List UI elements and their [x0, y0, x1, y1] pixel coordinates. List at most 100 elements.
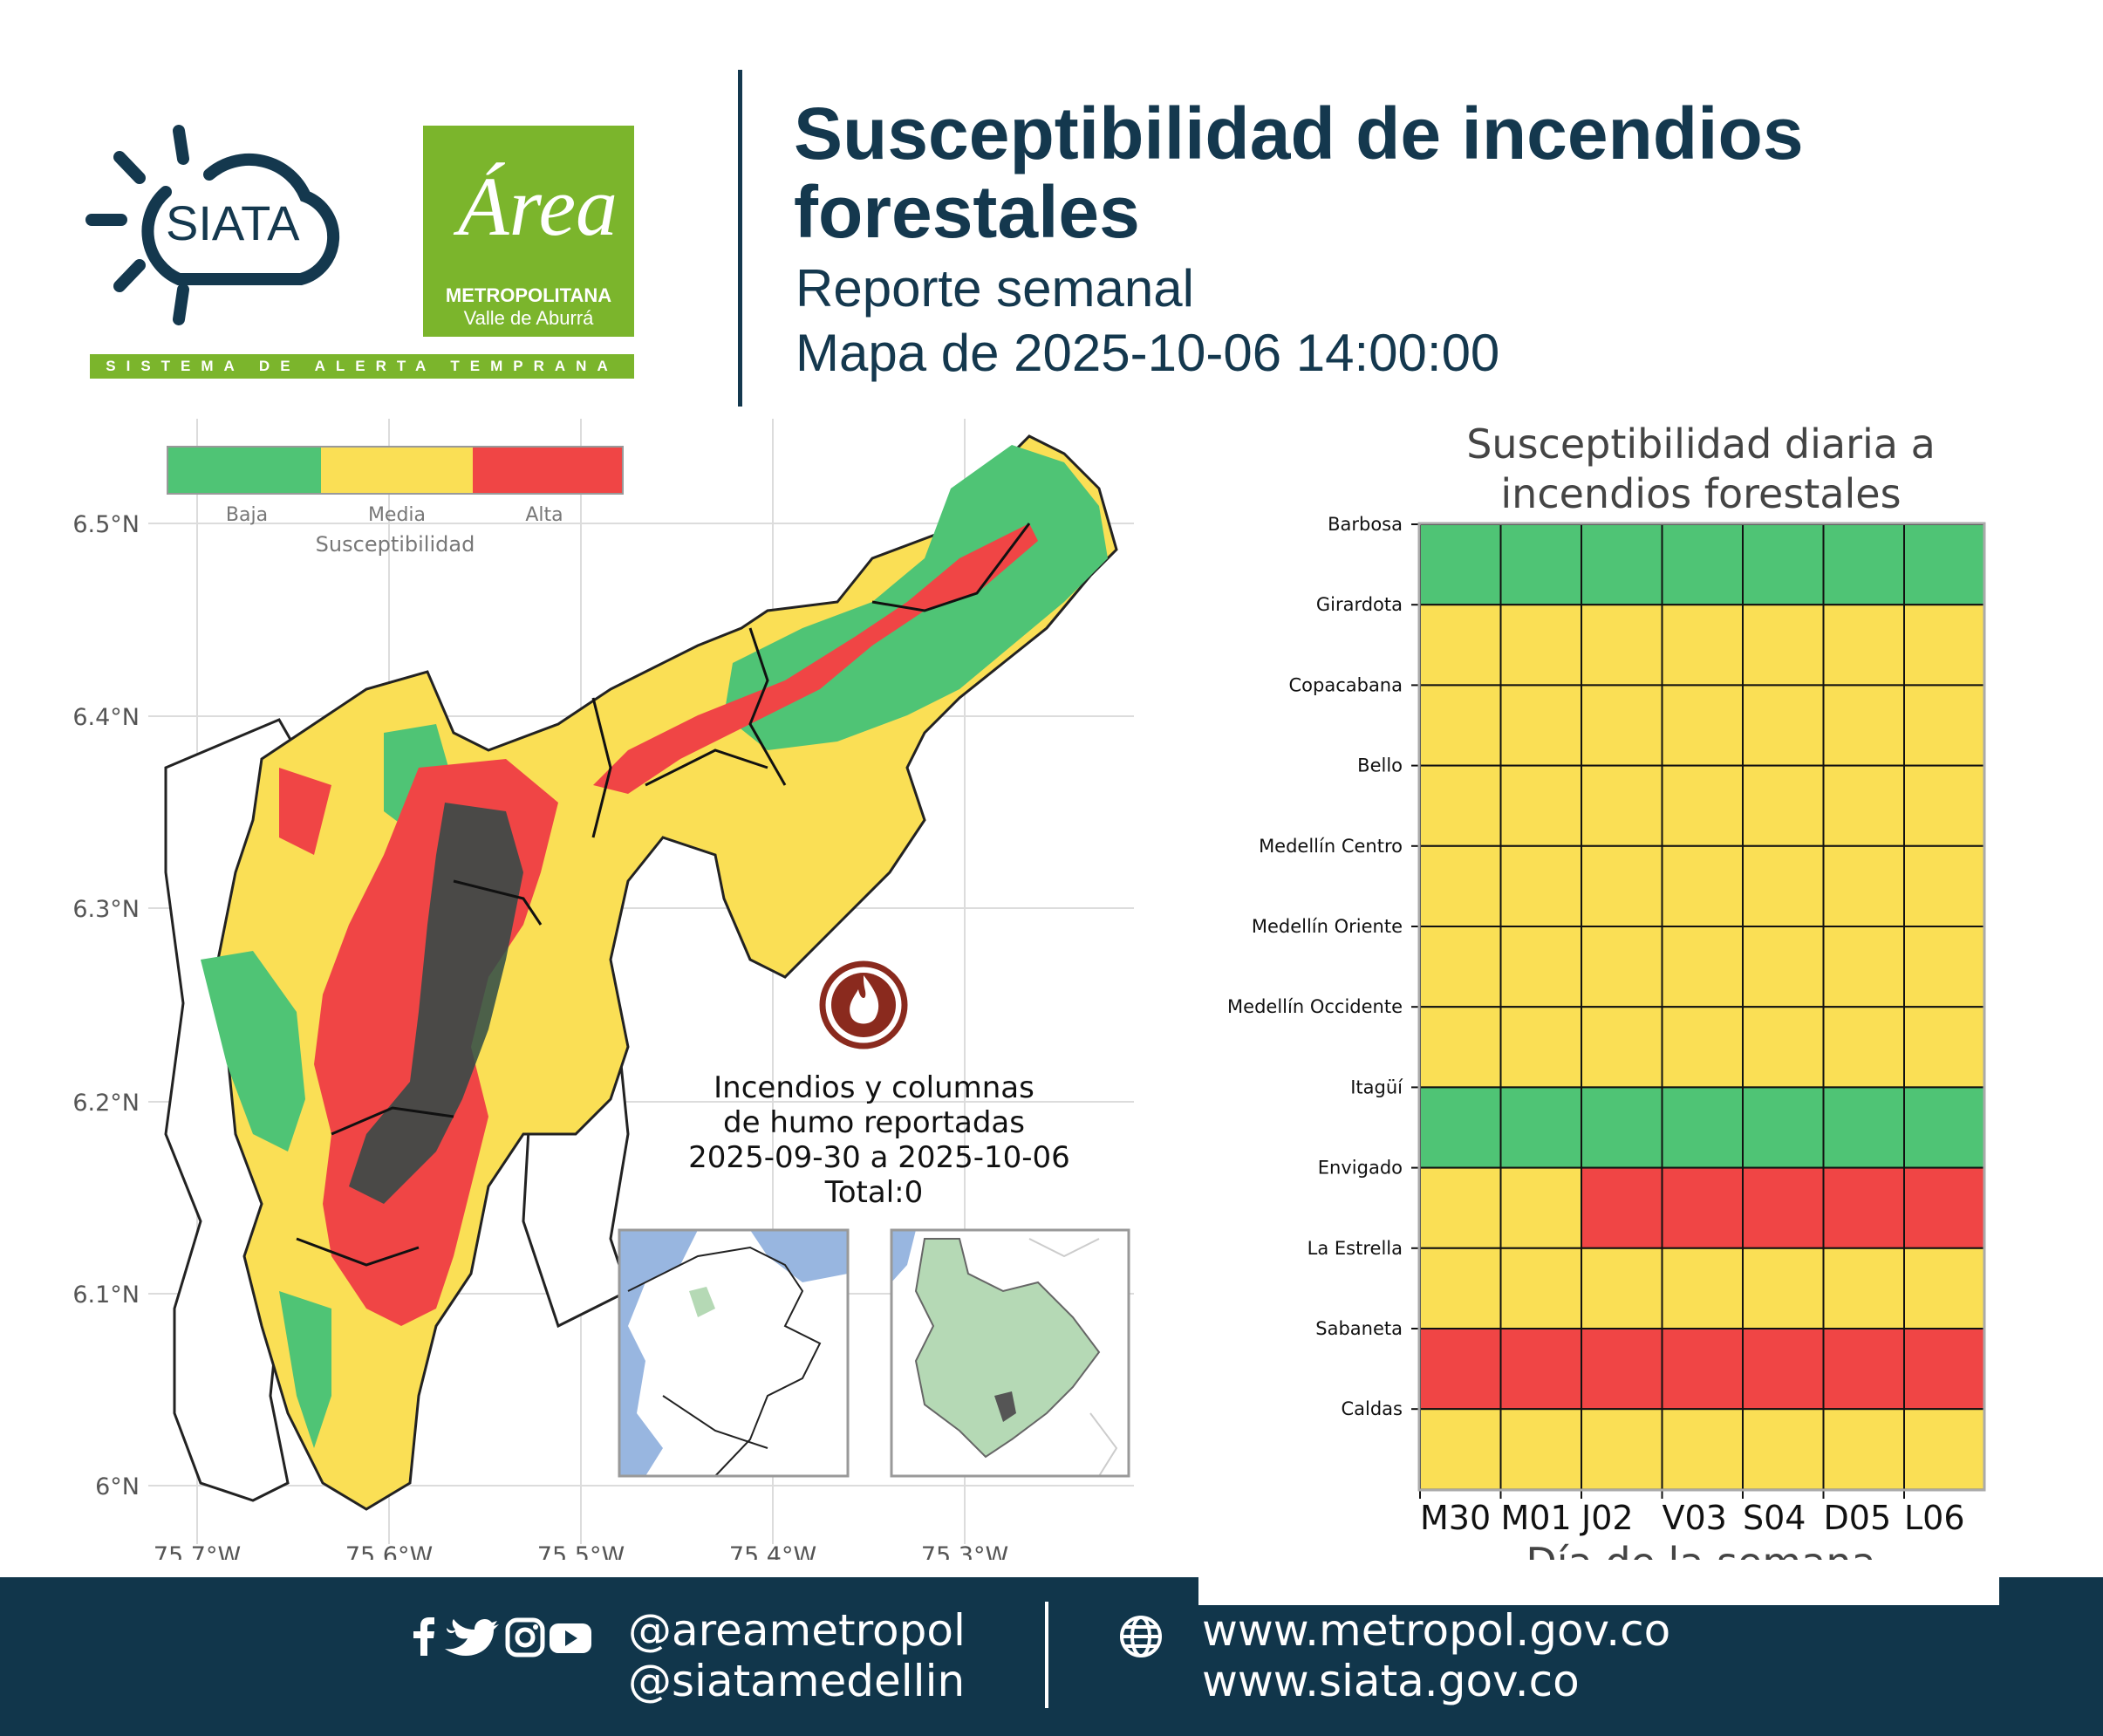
heatmap-cell [1822, 764, 1905, 847]
heatmap-cell [1903, 1006, 1986, 1089]
lat-tick-label: 6.3°N [72, 896, 140, 923]
heatmap-cell [1903, 1166, 1986, 1249]
heatmap-cell [1903, 764, 1986, 847]
heatmap-row-label: Copacabana [1288, 674, 1403, 695]
lat-tick-label: 6.5°N [72, 511, 140, 538]
heatmap-cell [1822, 1247, 1905, 1330]
heatmap-row-label: Itagüí [1350, 1076, 1403, 1097]
heatmap-title-line2: incendios forestales [1500, 470, 1901, 517]
heatmap-cell [1581, 684, 1663, 767]
map-region-baja-w [201, 951, 305, 1152]
map-urban-area [349, 803, 523, 1204]
area-logo-line1: METROPOLITANA [445, 284, 612, 306]
map-region-baja-sw [279, 1291, 331, 1448]
heatmap-cell [1742, 844, 1825, 927]
inset-map-antioquia [890, 1228, 1130, 1478]
page-title: Susceptibilidad de incendios forestales [794, 94, 2032, 251]
footer-url-1[interactable]: www.metropol.gov.co [1202, 1605, 1671, 1656]
legend-label-baja: Baja [226, 504, 268, 526]
heatmap-cell [1499, 1328, 1582, 1411]
heatmap-cell [1822, 604, 1905, 687]
heatmap-col-label: S04 [1743, 1499, 1806, 1537]
page-title-line1: Susceptibilidad de incendios [794, 92, 1804, 174]
heatmap-cell [1742, 764, 1825, 847]
heatmap-cell [1822, 684, 1905, 767]
heatmap-cell [1742, 926, 1825, 1008]
report-text-line3: 2025-09-30 a 2025-10-06 [688, 1140, 1070, 1175]
heatmap-cell [1903, 844, 1986, 927]
heatmap-cell [1903, 1328, 1986, 1411]
footer-handle-1[interactable]: @areametropol [628, 1605, 966, 1656]
heatmap-cell [1419, 844, 1502, 927]
heatmap-cell [1419, 764, 1502, 847]
youtube-icon[interactable] [550, 1623, 591, 1653]
heatmap-row-label: Girardota [1316, 594, 1403, 615]
heatmap-cell [1742, 1408, 1825, 1491]
heatmap-cell [1661, 764, 1744, 847]
heatmap-col-label: J02 [1580, 1499, 1634, 1537]
footer-handle-2[interactable]: @siatamedellin [628, 1656, 966, 1706]
footer-white-strip-left [54, 1560, 1144, 1579]
heatmap-cell [1419, 926, 1502, 1008]
header-divider [738, 70, 742, 407]
heatmap-cell [1581, 764, 1663, 847]
legend-title: Susceptibilidad [316, 532, 475, 557]
heatmap-cell [1742, 604, 1825, 687]
heatmap-cell [1661, 1408, 1744, 1491]
heatmap-cell [1581, 926, 1663, 1008]
heatmap-col-label: L06 [1904, 1499, 1965, 1537]
legend-label-media: Media [368, 504, 426, 526]
heatmap-cell [1822, 926, 1905, 1008]
twitter-icon[interactable] [445, 1619, 499, 1656]
heatmap-cell [1742, 1247, 1825, 1330]
heatmap-col-label: M30 [1420, 1499, 1491, 1537]
lat-tick-label: 6.1°N [72, 1281, 140, 1309]
lat-tick-label: 6.4°N [72, 704, 140, 731]
report-text-line4: Total:0 [824, 1175, 924, 1210]
report-text-line2: de humo reportadas [723, 1105, 1025, 1140]
heatmap-cell [1661, 1328, 1744, 1411]
heatmap-cell [1581, 1408, 1663, 1491]
heatmap-cell [1822, 844, 1905, 927]
heatmap-cell [1581, 844, 1663, 927]
heatmap-cell [1822, 1006, 1905, 1089]
heatmap-cell [1581, 523, 1663, 606]
map-timestamp: Mapa de 2025-10-06 14:00:00 [795, 324, 1500, 382]
heatmap-cell [1661, 684, 1744, 767]
heatmap-cell [1499, 926, 1582, 1008]
heatmap-cell [1742, 1328, 1825, 1411]
siata-logo-text: SIATA [166, 195, 300, 250]
heatmap-cell [1661, 926, 1744, 1008]
heatmap-cell [1499, 1247, 1582, 1330]
heatmap-cell [1903, 1086, 1986, 1169]
heatmap-cell [1419, 1328, 1502, 1411]
heatmap-cell [1903, 604, 1986, 687]
facebook-icon[interactable] [413, 1617, 434, 1656]
map-region-alta-corridor [593, 523, 1038, 794]
heatmap-cell [1581, 1166, 1663, 1249]
heatmap-cell [1661, 1006, 1744, 1089]
page-subtitle: Reporte semanal [795, 259, 1194, 318]
heatmap-cell [1419, 1086, 1502, 1169]
heatmap-cell [1903, 926, 1986, 1008]
footer-url-2[interactable]: www.siata.gov.co [1202, 1656, 1580, 1706]
heatmap-cell [1581, 1247, 1663, 1330]
heatmap-cell [1419, 1006, 1502, 1089]
area-logo-word: Área [453, 160, 615, 253]
heatmap-cell [1419, 1247, 1502, 1330]
globe-icon [1118, 1614, 1164, 1659]
heatmap-cell [1822, 1086, 1905, 1169]
heatmap-cell [1499, 1408, 1582, 1491]
heatmap-cell [1661, 844, 1744, 927]
heatmap-col-label: V03 [1663, 1499, 1727, 1537]
heatmap-cell [1742, 1166, 1825, 1249]
heatmap-cell [1499, 844, 1582, 927]
heatmap-cell [1661, 1247, 1744, 1330]
heatmap-cell [1661, 523, 1744, 606]
instagram-icon[interactable] [505, 1617, 545, 1657]
heatmap-cell [1742, 1006, 1825, 1089]
heatmap-row-label: Medellín Occidente [1227, 996, 1403, 1017]
heatmap-cell [1661, 1086, 1744, 1169]
heatmap-row-label: La Estrella [1308, 1238, 1403, 1259]
susceptibility-map: Baja Media Alta Susceptibilidad 6.5°N 6.… [72, 419, 1134, 1569]
